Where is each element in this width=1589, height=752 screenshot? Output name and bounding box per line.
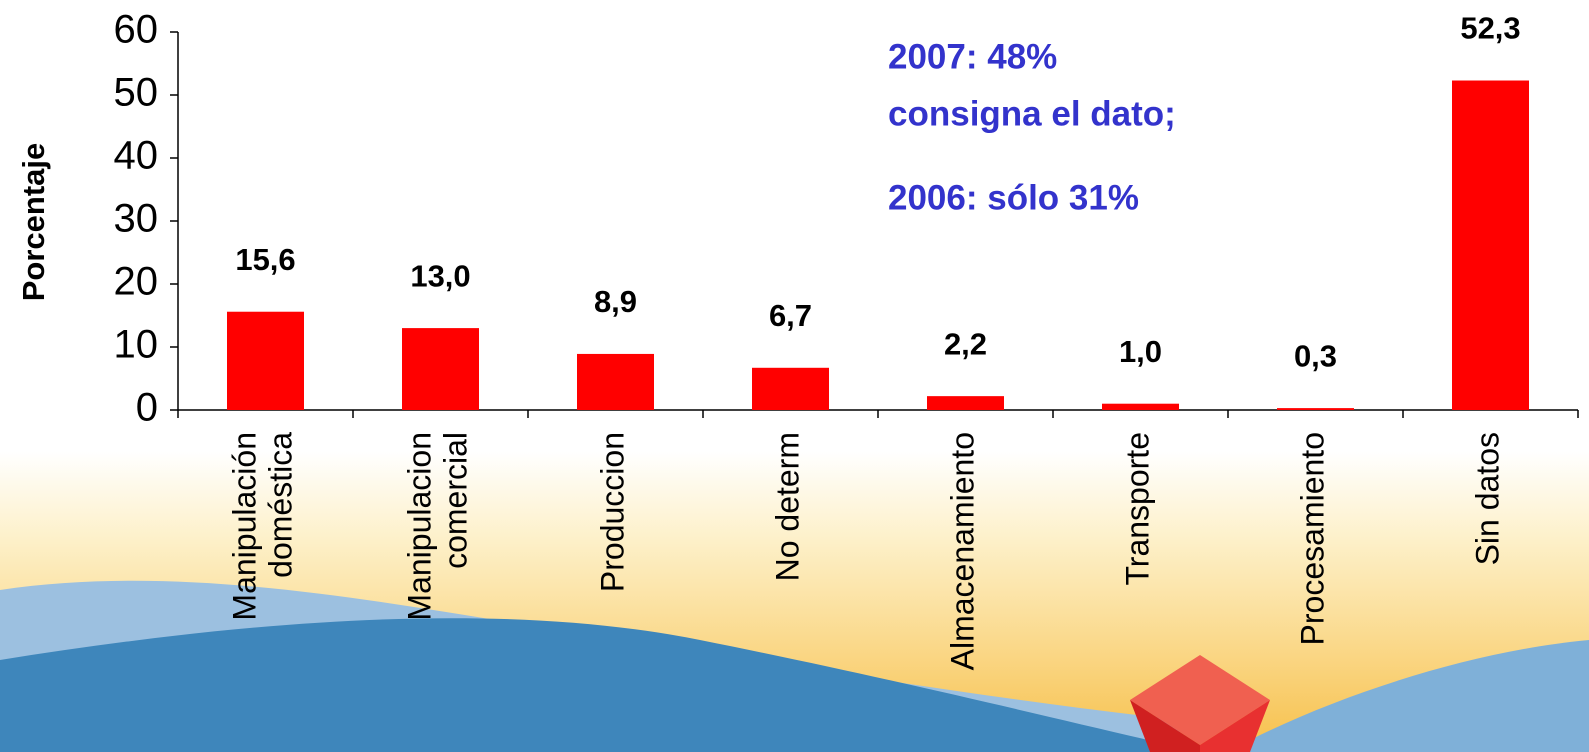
x-tick-label: Produccion bbox=[595, 432, 631, 592]
x-tick-label: Sin datos bbox=[1470, 432, 1506, 565]
x-tick-label: No determ bbox=[770, 432, 806, 581]
annotation: 2006: sólo 31% bbox=[888, 178, 1139, 217]
value-label: 13,0 bbox=[410, 258, 470, 293]
x-tick-label: Procesamiento bbox=[1295, 432, 1331, 645]
y-tick-label: 50 bbox=[114, 71, 159, 115]
y-tick-label: 40 bbox=[114, 134, 159, 178]
bar bbox=[1277, 408, 1354, 410]
value-label: 2,2 bbox=[944, 326, 987, 361]
cube bbox=[1130, 655, 1270, 752]
y-tick-label: 30 bbox=[114, 197, 159, 241]
value-label: 1,0 bbox=[1119, 334, 1162, 369]
annotation: 2007: 48% bbox=[888, 37, 1057, 76]
wave bbox=[0, 618, 1200, 752]
y-tick-label: 60 bbox=[114, 8, 159, 52]
value-label: 52,3 bbox=[1460, 11, 1520, 46]
bar bbox=[577, 353, 654, 410]
value-label: 6,7 bbox=[769, 298, 812, 333]
x-tick-label: Transporte bbox=[1120, 432, 1156, 586]
x-tick-label: Almacenamiento bbox=[945, 432, 981, 670]
y-tick-label: 10 bbox=[114, 323, 159, 367]
value-label: 8,9 bbox=[594, 284, 637, 319]
bar bbox=[1452, 80, 1529, 410]
bar bbox=[752, 367, 829, 410]
x-tick-label: Manipulacióndoméstica bbox=[227, 432, 299, 621]
value-label: 15,6 bbox=[235, 242, 295, 277]
y-tick-label: 20 bbox=[114, 260, 159, 304]
bar bbox=[402, 328, 479, 410]
bar bbox=[227, 311, 304, 410]
y-tick-label: 0 bbox=[136, 386, 158, 430]
y-axis-label: Porcentaje bbox=[16, 143, 51, 302]
bar bbox=[1102, 403, 1179, 410]
annotation: consigna el dato; bbox=[888, 94, 1176, 133]
wave bbox=[1240, 640, 1589, 752]
bar bbox=[927, 396, 1004, 410]
plot: 0 10 20 30 40 50 60 Manipulacióndoméstica 15,6 Ma… bbox=[114, 8, 1579, 670]
value-label: 0,3 bbox=[1294, 338, 1337, 373]
x-tick-label: Manipulacioncomercial bbox=[402, 432, 474, 621]
